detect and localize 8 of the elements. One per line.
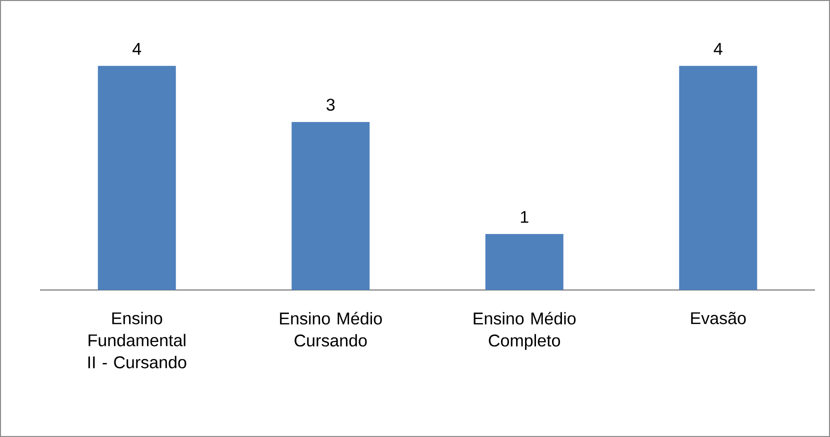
x-tick-label: Evasão bbox=[691, 312, 746, 324]
data-label: 4 bbox=[132, 43, 142, 55]
data-label: 4 bbox=[714, 43, 722, 55]
data-label: 3 bbox=[326, 98, 335, 111]
x-tick-label: Ensino Médio Completo bbox=[474, 312, 576, 350]
x-tick-label: Ensino Fundamental II - Cursando bbox=[88, 312, 186, 368]
data-label: 1 bbox=[520, 211, 528, 223]
x-tick-label: Ensino Médio Cursando bbox=[280, 312, 382, 347]
